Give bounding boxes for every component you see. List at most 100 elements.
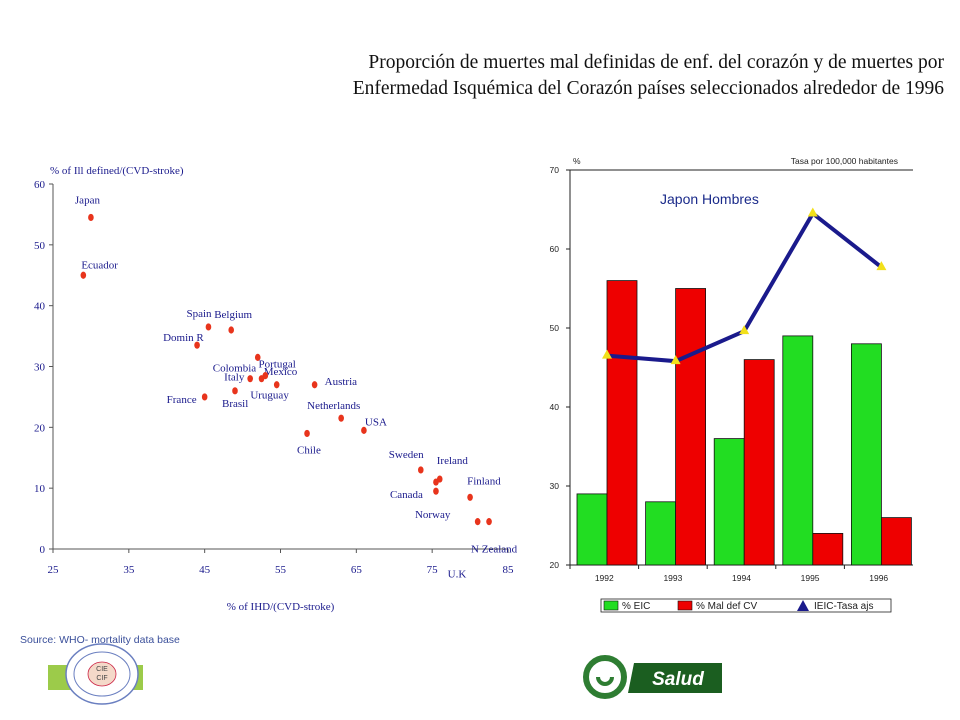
x-tick-label: 45: [199, 564, 211, 576]
point-label: Chile: [297, 444, 321, 456]
point-label: Spain: [186, 308, 212, 320]
seal-line-2: CIF: [96, 675, 107, 682]
bar-mal-def-cv: [606, 280, 638, 566]
point-label: Colombia: [213, 362, 257, 374]
y-tick-label: 60: [34, 179, 46, 191]
point-label: N Zealand: [471, 544, 518, 556]
y-tick-label: 40: [34, 301, 46, 313]
salud-logo: Salud: [583, 655, 722, 699]
data-point: [228, 326, 235, 334]
title-line-1: Proporción de muertes mal definidas de e…: [368, 52, 944, 73]
data-point: [194, 341, 200, 349]
x-tick-label: 75: [427, 564, 439, 576]
bar-eic: [713, 438, 745, 566]
legend-label: % Mal def CV: [696, 601, 757, 612]
legend-swatch: [677, 600, 693, 611]
y-tick-label: 10: [34, 483, 46, 495]
data-point: [433, 487, 439, 495]
legend-swatch: [797, 600, 809, 611]
point-label: Ireland: [437, 455, 469, 467]
data-point: [311, 381, 318, 389]
line-marker: [602, 349, 612, 359]
y-axis-title-right: Tasa por 100,000 habitantes: [791, 156, 898, 166]
scatter-chart: 0 10 20 30 40 50 60 25 35 45 55 65 75 85 % of Ill defi…: [34, 165, 518, 613]
point-label: Canada: [390, 489, 423, 501]
data-point: [304, 429, 310, 438]
data-point: [254, 353, 261, 361]
y-tick-label: 40: [550, 402, 560, 412]
point-label: Austria: [325, 376, 358, 388]
point-label: Italy: [224, 372, 245, 384]
bar-eic: [645, 501, 676, 566]
salud-banner: [628, 663, 722, 693]
data-point: [205, 323, 212, 331]
bar-eic: [850, 343, 882, 566]
y-axis-title: %: [573, 156, 581, 166]
data-point: [433, 478, 439, 486]
legend-label: IEIC-Tasa ajs: [814, 601, 873, 612]
y-tick-label: 0: [40, 544, 46, 556]
x-tick-label: 85: [503, 564, 515, 576]
data-point: [273, 381, 280, 389]
point-label: USA: [365, 416, 387, 428]
data-point: [467, 493, 473, 501]
y-axis-title: % of Ill defined/(CVD-stroke): [50, 165, 184, 177]
bar-mal-def-cv: [675, 288, 707, 566]
point-label: Mexico: [264, 366, 298, 378]
x-tick-label: 1992: [595, 573, 614, 583]
point-label: Portugal: [259, 359, 296, 371]
point-label: Uruguay: [250, 390, 289, 402]
data-point: [88, 213, 94, 222]
seal-logo: CIE CIF: [65, 643, 139, 705]
legend-box: [600, 598, 892, 613]
x-tick-label: 65: [351, 564, 363, 576]
line-marker: [807, 207, 818, 217]
source-note: Source: WHO- mortality data base: [20, 634, 180, 646]
bar-line-chart: 20 30 40 50 60 70% Tasa por 100,000 habitantes…: [550, 156, 913, 613]
y-tick-label: 70: [550, 165, 560, 175]
page-title: Proporción de muertes mal definidas de e…: [280, 50, 944, 102]
x-tick-label: 25: [48, 564, 60, 576]
bar-mal-def-cv: [743, 359, 775, 566]
x-tick-label: 1996: [869, 573, 888, 583]
line-marker: [876, 261, 887, 271]
seal-line-1: CIE: [96, 666, 108, 673]
point-label: Brasil: [222, 398, 248, 410]
data-point: [80, 271, 87, 279]
y-tick-label: 50: [34, 240, 46, 252]
y-tick-label: 50: [550, 323, 560, 333]
x-tick-label: 35: [123, 564, 135, 576]
data-point: [417, 466, 424, 474]
x-axis-title: % of IHD/(CVD-stroke): [227, 601, 335, 613]
salud-text: Salud: [652, 669, 704, 690]
data-point: [247, 375, 253, 383]
point-label: Finland: [467, 475, 501, 487]
point-label: Belgium: [214, 309, 252, 321]
x-tick-label: 1995: [801, 573, 820, 583]
chart-title: Japon Hombres: [660, 191, 759, 207]
data-point: [201, 393, 208, 401]
bar-mal-def-cv: [880, 517, 912, 566]
title-line-2: Enfermedad Isquémica del Corazón países …: [352, 78, 944, 99]
x-tick-label: 1993: [663, 573, 682, 583]
point-label: Ecuador: [81, 259, 118, 271]
legend-label: % EIC: [622, 601, 650, 612]
point-label: Netherlands: [307, 400, 360, 412]
bar-eic: [782, 335, 814, 566]
bar-eic: [576, 493, 608, 566]
data-point: [338, 414, 344, 422]
data-point: [232, 387, 238, 395]
point-label: Sweden: [389, 449, 424, 461]
data-point: [474, 518, 481, 526]
bar-mal-def-cv: [812, 532, 844, 566]
point-label: Japan: [75, 194, 101, 206]
y-tick-label: 20: [34, 422, 46, 434]
salud-emblem-icon: [583, 655, 627, 699]
y-tick-label: 30: [34, 362, 46, 374]
data-point: [262, 372, 269, 380]
point-label: Domin R: [163, 332, 204, 344]
data-point: [486, 518, 492, 526]
data-point: [361, 426, 367, 434]
point-label: Norway: [415, 509, 451, 521]
point-label: France: [167, 394, 197, 406]
